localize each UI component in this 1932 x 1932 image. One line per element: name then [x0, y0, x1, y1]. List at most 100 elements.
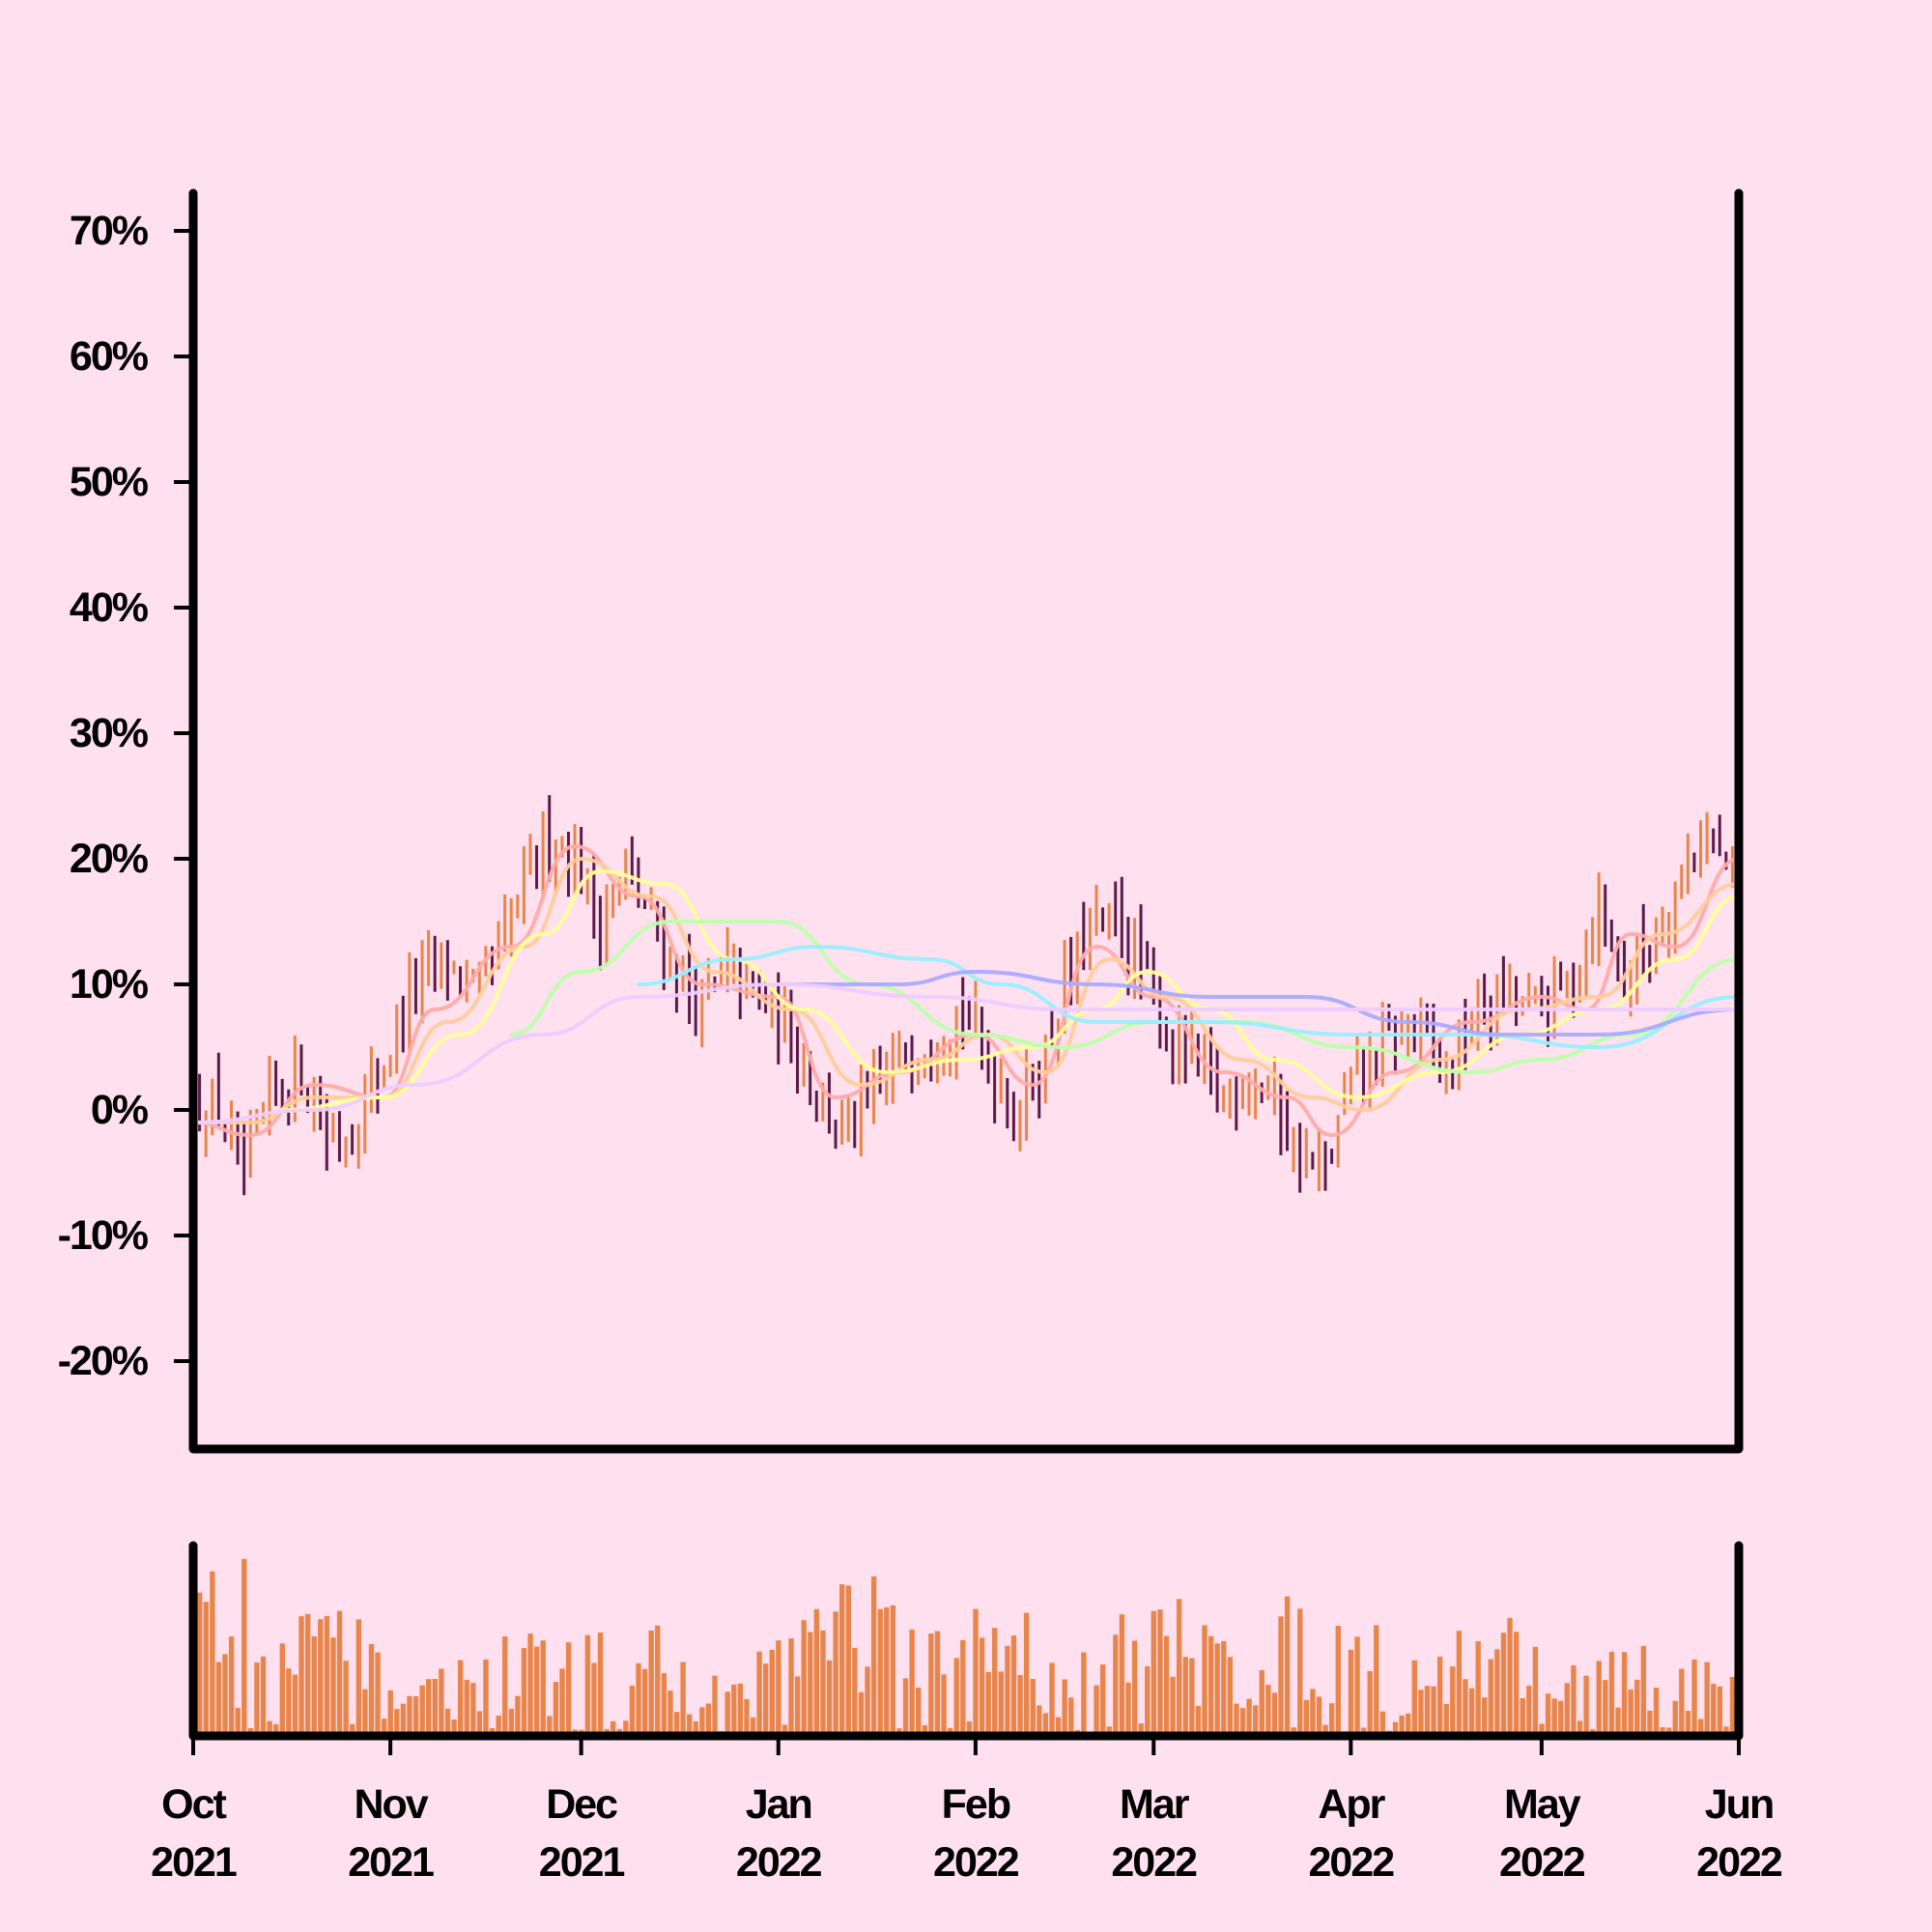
moving-average-line-4 — [509, 919, 1741, 1075]
volume-bar — [1513, 1632, 1520, 1736]
volume-bar — [934, 1631, 941, 1736]
volume-bar — [584, 1634, 591, 1736]
moving-average-line-1 — [191, 843, 1741, 1138]
volume-bar — [890, 1605, 896, 1736]
volume-bar — [839, 1584, 845, 1736]
volume-bar — [1494, 1649, 1500, 1736]
volume-bar — [1711, 1683, 1717, 1736]
volume-bar — [813, 1608, 820, 1736]
volume-bar — [636, 1662, 641, 1736]
volume-bar — [426, 1679, 432, 1736]
volume-bar — [1640, 1645, 1647, 1736]
volume-bar — [737, 1683, 744, 1736]
volume-bar — [992, 1628, 998, 1736]
volume-bar — [744, 1698, 750, 1736]
volume-bar — [941, 1674, 947, 1736]
volume-bar — [318, 1619, 324, 1736]
volume-bar — [673, 1712, 680, 1736]
volume-bar — [909, 1629, 915, 1736]
volume-bar — [699, 1707, 705, 1736]
volume-bar — [916, 1688, 922, 1736]
y-axis-ticks: 70% 60% 50% 40% 30% 20% 10% 0% -10% -20% — [58, 208, 193, 1384]
y-tick-label: 50% — [70, 459, 149, 505]
volume-bar — [922, 1724, 928, 1736]
volume-bar — [1271, 1692, 1278, 1736]
volume-bar — [1023, 1612, 1030, 1736]
volume-bar — [242, 1558, 247, 1736]
volume-bar — [311, 1635, 317, 1736]
volume-bar — [1603, 1680, 1608, 1736]
volume-bar — [375, 1652, 381, 1736]
volume-bar — [267, 1720, 272, 1736]
volume-bar — [565, 1642, 572, 1736]
volume-bar — [788, 1638, 794, 1736]
volume-bar — [763, 1663, 769, 1736]
x-tick-year: 2022 — [933, 1839, 1019, 1886]
volume-bar — [419, 1685, 425, 1736]
volume-bar — [1443, 1704, 1449, 1736]
volume-bar — [801, 1620, 807, 1736]
volume-bar — [591, 1662, 597, 1736]
volume-bar — [273, 1723, 279, 1736]
y-tick-label: 40% — [70, 584, 149, 631]
volume-bar — [1367, 1670, 1373, 1736]
volume-bar — [1564, 1683, 1571, 1736]
volume-bar — [1456, 1631, 1463, 1736]
x-axis-ticks: Oct 2021 Nov 2021 Dec 2021 Jan 2022 Feb 2022 Mar 20… — [151, 1736, 1784, 1886]
volume-bar — [1545, 1693, 1551, 1736]
volume-bar — [1037, 1705, 1042, 1736]
moving-average-line-5 — [636, 944, 1741, 1050]
volume-bar — [1138, 1722, 1144, 1736]
volume-bar — [394, 1709, 400, 1736]
volume-bar — [1113, 1634, 1119, 1736]
volume-bar — [973, 1608, 979, 1736]
volume-bar — [1163, 1635, 1170, 1736]
volume-bar — [235, 1708, 241, 1736]
volume-bar — [724, 1691, 730, 1736]
volume-bar — [1520, 1697, 1525, 1736]
volume-bar — [820, 1630, 826, 1736]
volume-bar — [1265, 1685, 1271, 1736]
x-tick-year: 2021 — [348, 1839, 434, 1886]
volume-bar — [304, 1613, 311, 1736]
volume-bar — [641, 1668, 648, 1736]
x-tick-month: May — [1504, 1781, 1581, 1828]
volume-bar — [1310, 1689, 1316, 1736]
volume-bar — [1379, 1711, 1386, 1736]
volume-bar — [412, 1695, 419, 1736]
volume-bar — [1672, 1700, 1678, 1736]
volume-bar — [1010, 1635, 1017, 1736]
volume-bar — [998, 1671, 1005, 1736]
volume-bar — [712, 1675, 718, 1736]
volume-bar — [1436, 1656, 1443, 1736]
volume-bar — [444, 1708, 451, 1736]
volume-bar — [794, 1676, 801, 1736]
volume-bar — [648, 1630, 654, 1736]
volume-bar — [1125, 1682, 1131, 1736]
volume-bar — [457, 1660, 464, 1736]
ohlc-series — [198, 795, 1734, 1196]
volume-bar — [254, 1662, 260, 1736]
volume-bar — [1596, 1661, 1602, 1736]
volume-bar — [1099, 1664, 1106, 1736]
volume-bar — [1679, 1668, 1685, 1736]
volume-bar — [400, 1703, 407, 1736]
volume-bar — [476, 1711, 483, 1736]
volume-bar — [1042, 1713, 1049, 1736]
volume-bar — [1170, 1676, 1176, 1736]
volume-bar — [1081, 1652, 1087, 1736]
volume-bar — [483, 1659, 489, 1736]
volume-bar — [464, 1679, 469, 1736]
volume-bar — [298, 1616, 304, 1736]
volume-bar — [960, 1639, 966, 1736]
y-tick-label: 30% — [70, 710, 149, 756]
volume-bar — [629, 1686, 636, 1736]
volume-bar — [1062, 1679, 1067, 1736]
volume-bar — [1399, 1715, 1405, 1736]
volume-bar — [1322, 1724, 1328, 1736]
volume-bar — [222, 1654, 228, 1736]
volume-bar — [655, 1625, 661, 1736]
volume-bar — [1463, 1679, 1468, 1736]
volume-bar — [1202, 1625, 1208, 1736]
